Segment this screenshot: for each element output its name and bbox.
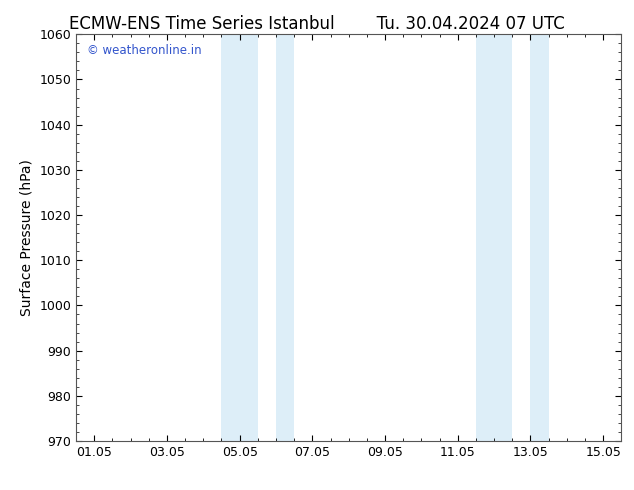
- Text: ECMW-ENS Time Series Istanbul        Tu. 30.04.2024 07 UTC: ECMW-ENS Time Series Istanbul Tu. 30.04.…: [69, 15, 565, 33]
- Text: © weatheronline.in: © weatheronline.in: [87, 45, 202, 57]
- Bar: [476, 34, 512, 441]
- Bar: [221, 34, 258, 441]
- Y-axis label: Surface Pressure (hPa): Surface Pressure (hPa): [20, 159, 34, 316]
- Bar: [276, 34, 294, 441]
- Bar: [531, 34, 548, 441]
